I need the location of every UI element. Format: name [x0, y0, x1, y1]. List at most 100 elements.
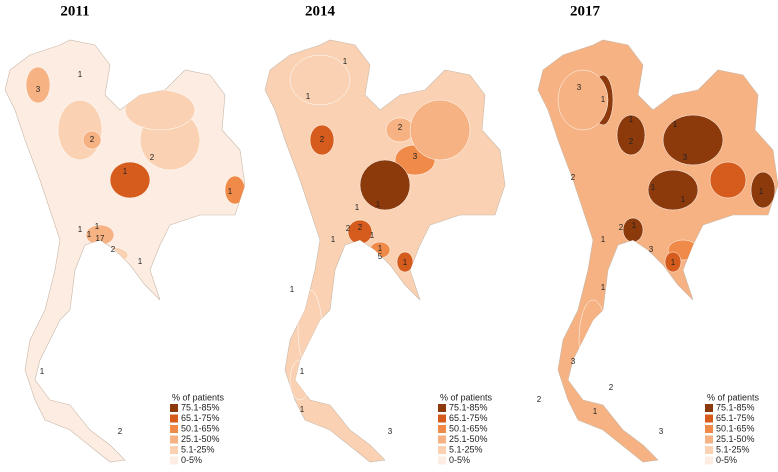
legend-label: 5.1-25% [716, 444, 750, 454]
legend-swatch [170, 425, 178, 433]
count-label: 3 [577, 83, 582, 92]
panel-title: 2014 [305, 3, 336, 19]
province [662, 114, 724, 166]
count-label: 1 [378, 244, 383, 253]
province [664, 251, 682, 273]
count-label: 1 [87, 230, 92, 239]
count-label: 2 [346, 224, 351, 233]
count-label: 1 [306, 92, 311, 101]
province [82, 130, 102, 150]
province [44, 334, 76, 386]
count-label: 1 [671, 258, 676, 267]
legend-label: 65.1-75% [449, 413, 488, 423]
count-label: 1 [300, 405, 305, 414]
count-label: 2 [629, 137, 634, 146]
count-label: 1 [593, 407, 598, 416]
legend-label: 0-5% [716, 455, 737, 465]
province [289, 54, 351, 106]
province [396, 251, 414, 273]
count-label: 2 [571, 173, 576, 182]
count-label: 1 [403, 258, 408, 267]
legend-title: % of patients [172, 392, 225, 402]
legend-swatch [438, 404, 446, 412]
legend-label: 25.1-50% [716, 434, 755, 444]
legend-title: % of patients [440, 392, 493, 402]
legend-swatch [438, 446, 446, 454]
province [750, 171, 776, 209]
province [57, 99, 103, 161]
legend-label: 50.1-65% [716, 423, 755, 433]
count-label: 2 [320, 135, 325, 144]
province [647, 169, 699, 211]
count-label: 1 [370, 231, 375, 240]
legend-label: 25.1-50% [449, 434, 488, 444]
count-label: 1 [40, 367, 45, 376]
legend-swatch [705, 435, 713, 444]
count-label: 2 [537, 395, 542, 404]
legend-swatch [705, 456, 713, 465]
count-label: 1 [651, 183, 656, 192]
province [409, 99, 471, 161]
count-label: 2 [358, 223, 363, 232]
legend-label: 5.1-25% [181, 444, 215, 454]
legend-label: 50.1-65% [449, 423, 488, 433]
legend-label: 65.1-75% [716, 413, 755, 423]
province [382, 411, 408, 449]
province [709, 161, 747, 199]
legend-title: % of patients [707, 392, 760, 402]
legend-label: 5.1-25% [449, 444, 483, 454]
province [224, 175, 245, 205]
province [297, 289, 323, 371]
count-label: 1 [343, 57, 348, 66]
count-label: 2 [398, 123, 403, 132]
count-label: 3 [649, 245, 654, 254]
province [124, 89, 196, 131]
count-label: 1 [78, 225, 83, 234]
panel-title: 2011 [60, 3, 89, 19]
count-label: 1 [331, 235, 336, 244]
legend-swatch [438, 435, 446, 444]
count-label: 3 [659, 427, 664, 436]
count-label: 3 [413, 152, 418, 161]
legend-swatch [170, 456, 178, 465]
legend-label: 0-5% [449, 455, 470, 465]
count-label: 1 [632, 221, 637, 230]
count-label: 1 [228, 187, 233, 196]
province [359, 159, 411, 211]
legend-swatch [438, 456, 446, 465]
legend-swatch [170, 446, 178, 454]
count-label: 2 [609, 383, 614, 392]
count-label: 1 [78, 70, 83, 79]
count-label: 1 [376, 200, 381, 209]
legend-swatch [705, 404, 713, 412]
province [616, 114, 646, 156]
legend-label: 75.1-85% [181, 402, 220, 412]
legend-label: 65.1-75% [181, 413, 220, 423]
count-label: 1 [681, 195, 686, 204]
count-label: 1 [95, 222, 100, 231]
province [25, 66, 51, 104]
count-label: 17 [96, 234, 105, 243]
count-label: 1 [759, 187, 764, 196]
legend-swatch [705, 425, 713, 433]
legend-swatch [170, 404, 178, 412]
panel-title: 2017 [570, 3, 601, 19]
legend-label: 75.1-85% [716, 402, 755, 412]
province [309, 124, 335, 156]
legend-swatch [705, 414, 713, 423]
legend-label: 25.1-50% [181, 434, 220, 444]
legend-label: 50.1-65% [181, 423, 220, 433]
count-label: 2 [619, 223, 624, 232]
count-label: 3 [683, 153, 688, 162]
count-label: 1 [123, 167, 128, 176]
count-label: 1 [300, 367, 305, 376]
count-label: 1 [355, 203, 360, 212]
count-label: 5 [378, 252, 383, 261]
legend-swatch [705, 446, 713, 454]
legend-swatch [170, 435, 178, 444]
legend-swatch [438, 414, 446, 423]
count-label: 1 [601, 235, 606, 244]
province [289, 359, 311, 401]
count-label: 2 [150, 153, 155, 162]
